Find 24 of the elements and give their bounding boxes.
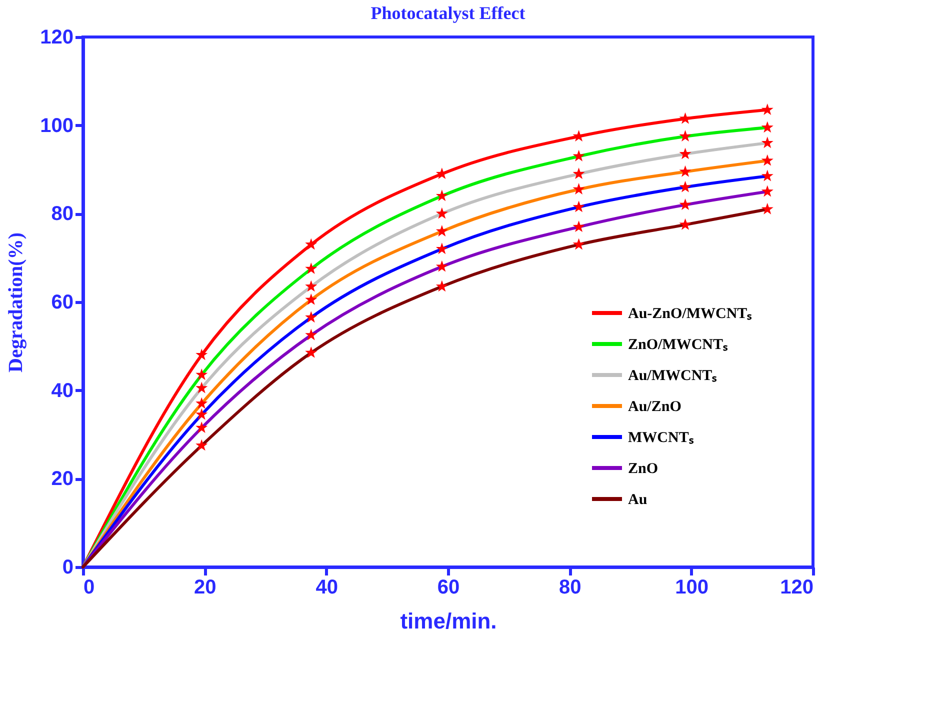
- x-tick-label: 100: [675, 576, 709, 598]
- y-tick-label: 80: [51, 203, 74, 226]
- x-tick-label: 60: [437, 576, 460, 598]
- y-axis-title: Degradation(%): [5, 232, 28, 372]
- chart-title: Photocatalyst Effect: [370, 3, 526, 23]
- legend-label: Au/ZnO: [628, 399, 682, 415]
- x-tick-label: 120: [780, 576, 814, 598]
- x-tick-label: 0: [84, 576, 95, 598]
- legend-label: Au-ZnO/MWCNTₛ: [628, 306, 752, 322]
- legend-label: MWCNTₛ: [628, 430, 694, 446]
- y-tick-label: 40: [51, 380, 74, 402]
- legend-label: ZnO: [628, 461, 658, 477]
- legend-label: Au/MWCNTₛ: [628, 368, 718, 384]
- y-tick-label: 0: [62, 556, 74, 578]
- y-tick-label: 20: [51, 468, 74, 490]
- y-tick-label: 60: [51, 292, 74, 314]
- legend-label: Au: [628, 492, 648, 508]
- y-tick-label: 100: [40, 114, 74, 137]
- x-axis-title: time/min.: [400, 608, 497, 634]
- legend-label: ZnO/MWCNTₛ: [628, 337, 728, 353]
- x-tick-label: 80: [559, 576, 582, 598]
- y-tick-label: 120: [40, 26, 74, 48]
- x-tick-label: 40: [316, 576, 338, 598]
- x-tick-label: 20: [194, 576, 216, 598]
